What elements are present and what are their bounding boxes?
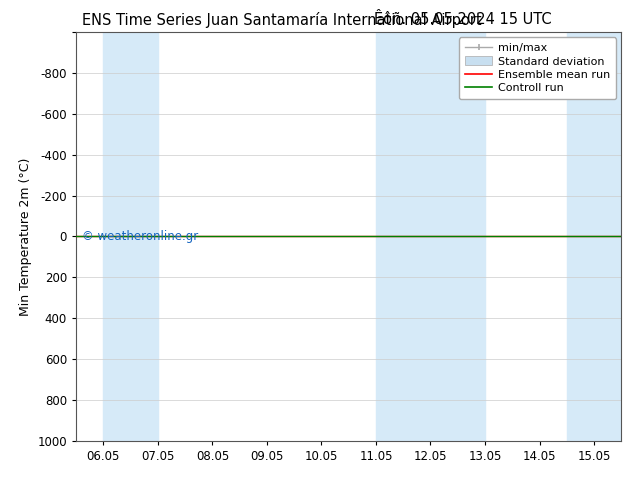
Text: © weatheronline.gr: © weatheronline.gr bbox=[82, 230, 198, 243]
Text: Êôñ. 05.05.2024 15 UTC: Êôñ. 05.05.2024 15 UTC bbox=[374, 12, 552, 27]
Y-axis label: Min Temperature 2m (°C): Min Temperature 2m (°C) bbox=[19, 157, 32, 316]
Legend: min/max, Standard deviation, Ensemble mean run, Controll run: min/max, Standard deviation, Ensemble me… bbox=[459, 37, 616, 99]
Bar bbox=[376, 32, 485, 441]
Bar bbox=[103, 32, 158, 441]
Text: ENS Time Series Juan Santamaría International Airport: ENS Time Series Juan Santamaría Internat… bbox=[82, 12, 482, 28]
Bar bbox=[567, 32, 634, 441]
